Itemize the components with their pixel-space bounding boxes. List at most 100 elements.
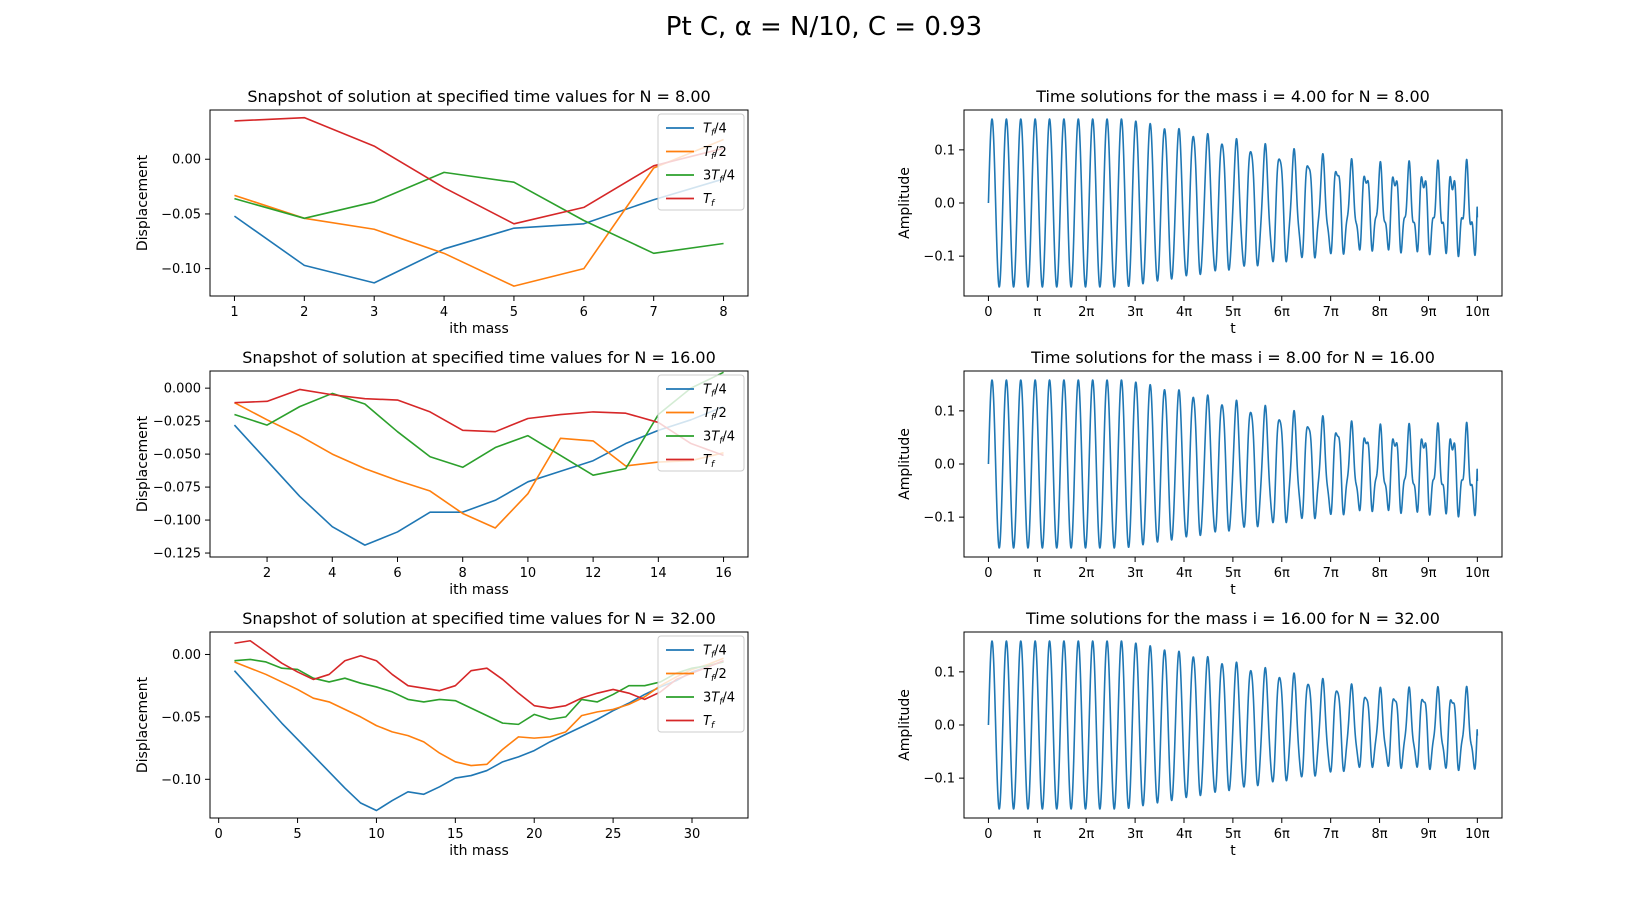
y-tick-label: 0.000 [164, 382, 201, 397]
plot-area [987, 640, 1479, 810]
legend-label: 3Tf/4 [703, 430, 735, 447]
plot-area [987, 379, 1479, 549]
y-tick-label: 0.1 [934, 665, 955, 680]
x-axis-label: t [1230, 321, 1236, 337]
x-axis-label: ith mass [449, 843, 509, 859]
chart-title: Snapshot of solution at specified time v… [247, 87, 710, 106]
legend: Tf/4 Tf/2 3Tf/4 Tf [657, 374, 745, 472]
plot-area [987, 118, 1479, 288]
x-tick-label: 10 [520, 566, 537, 581]
axes-frame [209, 109, 749, 297]
chart-panel-3: Snapshot of solution at specified time v… [135, 348, 749, 598]
y-tick-label: 0.1 [934, 143, 955, 158]
y-tick-label: −0.075 [153, 481, 201, 496]
x-tick-label: 9π [1420, 827, 1436, 842]
y-tick-label: −0.1 [923, 772, 955, 787]
axes-frame [963, 631, 1503, 819]
y-tick-label: −0.05 [161, 710, 201, 725]
x-tick-label: 7π [1323, 566, 1339, 581]
y-axis-label: Displacement [135, 415, 151, 512]
x-tick-label: 10π [1465, 566, 1490, 581]
y-tick-label: −0.1 [923, 250, 955, 265]
y-tick-label: 0.0 [934, 458, 955, 473]
series-line-4 [234, 116, 724, 225]
series-line-3 [234, 171, 724, 255]
x-tick-label: 8 [459, 566, 467, 581]
x-tick-label: 2π [1078, 566, 1094, 581]
x-tick-label: 5 [293, 827, 301, 842]
chart-title: Snapshot of solution at specified time v… [242, 609, 716, 628]
y-tick-label: −0.125 [153, 547, 201, 562]
legend-label: Tf/4 [703, 644, 727, 661]
y-tick-label: −0.10 [161, 262, 201, 277]
chart-title: Time solutions for the mass i = 16.00 fo… [1025, 609, 1440, 628]
x-tick-label: 3π [1127, 827, 1143, 842]
x-axis-label: t [1230, 843, 1236, 859]
axes-frame [963, 109, 1503, 297]
x-tick-label: 10 [368, 827, 385, 842]
x-tick-label: 4π [1176, 566, 1192, 581]
legend: Tf/4 Tf/2 3Tf/4 Tf [657, 635, 745, 733]
x-tick-label: 25 [605, 827, 622, 842]
x-tick-label: π [1033, 305, 1041, 320]
figure-suptitle: Pt C, α = N/10, C = 0.93 [665, 12, 983, 42]
x-tick-label: 20 [526, 827, 543, 842]
chart-panel-2: Time solutions for the mass i = 4.00 for… [897, 87, 1503, 337]
y-axis-label: Displacement [135, 154, 151, 251]
legend-box [657, 374, 745, 472]
y-tick-label: −0.025 [153, 415, 201, 430]
legend-label: Tf/2 [703, 145, 727, 162]
legend-label: Tf/2 [703, 406, 727, 423]
x-tick-label: 4 [328, 566, 336, 581]
x-tick-label: π [1033, 566, 1041, 581]
plot-area [233, 639, 724, 812]
x-tick-label: 14 [650, 566, 667, 581]
x-tick-label: 6π [1274, 566, 1290, 581]
series-line-1 [233, 659, 724, 812]
series-line-2 [234, 138, 724, 287]
x-tick-label: 3π [1127, 305, 1143, 320]
legend-label: Tf/4 [703, 122, 727, 139]
x-tick-label: 3 [370, 305, 378, 320]
series-line-1 [233, 178, 724, 284]
x-tick-label: 8π [1372, 566, 1388, 581]
x-tick-label: 16 [715, 566, 732, 581]
x-tick-label: 4π [1176, 827, 1192, 842]
series-line-4 [234, 639, 724, 709]
y-tick-label: −0.1 [923, 511, 955, 526]
chart-panel-1: Snapshot of solution at specified time v… [135, 87, 749, 337]
y-tick-label: −0.050 [153, 448, 201, 463]
series-line-1 [987, 640, 1479, 810]
axes-frame [963, 370, 1503, 558]
x-tick-label: 4 [440, 305, 448, 320]
y-axis-label: Amplitude [897, 167, 913, 239]
x-tick-label: 2π [1078, 827, 1094, 842]
y-tick-label: −0.05 [161, 207, 201, 222]
x-tick-label: 6 [393, 566, 401, 581]
legend-label: Tf/2 [703, 667, 727, 684]
x-tick-label: 0 [215, 827, 223, 842]
x-tick-label: 5π [1225, 566, 1241, 581]
legend-box [657, 635, 745, 733]
plot-area [233, 116, 724, 287]
plot-area [233, 371, 724, 546]
y-axis-label: Displacement [135, 676, 151, 773]
series-line-1 [987, 118, 1479, 288]
x-tick-label: 5 [510, 305, 518, 320]
legend-label: Tf [703, 453, 716, 470]
series-line-2 [234, 401, 724, 529]
x-tick-label: 8π [1372, 827, 1388, 842]
x-tick-label: 5π [1225, 827, 1241, 842]
x-axis-label: t [1230, 582, 1236, 598]
x-tick-label: 9π [1420, 566, 1436, 581]
chart-title: Time solutions for the mass i = 8.00 for… [1030, 348, 1435, 367]
chart-title: Time solutions for the mass i = 4.00 for… [1035, 87, 1430, 106]
x-tick-label: 6π [1274, 827, 1290, 842]
chart-panel-4: Time solutions for the mass i = 8.00 for… [897, 348, 1503, 598]
series-line-1 [233, 405, 724, 546]
chart-panel-6: Time solutions for the mass i = 16.00 fo… [897, 609, 1503, 859]
legend-label: Tf/4 [703, 383, 727, 400]
series-line-4 [234, 388, 724, 457]
y-tick-label: 0.1 [934, 404, 955, 419]
